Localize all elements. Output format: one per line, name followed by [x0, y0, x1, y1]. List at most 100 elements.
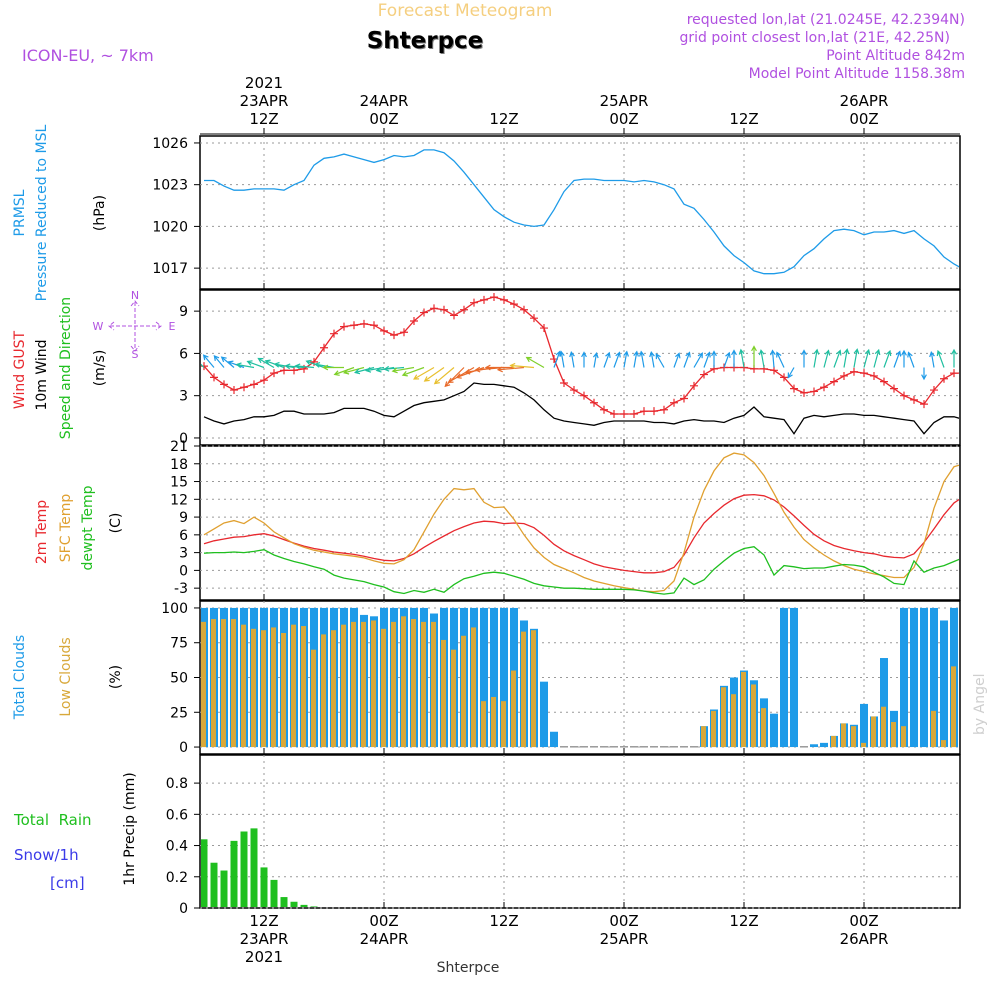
- y-tick-label: 9: [179, 304, 188, 320]
- total-cloud-bar: [940, 620, 948, 748]
- precip-axis-label: 1hr Precip (mm): [122, 772, 138, 885]
- zero-cloud-bar: [620, 746, 628, 748]
- total-cloud-bar: [930, 607, 938, 748]
- gust-marker: [830, 377, 838, 386]
- total-cloud-bar: [910, 607, 918, 748]
- compass-w: W: [93, 320, 104, 333]
- gust-marker: [680, 394, 688, 403]
- low-cloud-bar: [251, 628, 256, 748]
- low-cloud-bar: [711, 710, 716, 748]
- low-cloud-bar: [481, 701, 486, 748]
- wind-arrow: [220, 356, 235, 368]
- rain-bar: [210, 862, 218, 907]
- gust-marker: [290, 366, 298, 375]
- gust-marker: [600, 405, 608, 414]
- wind-arrow: [569, 350, 575, 368]
- gust-marker: [610, 410, 618, 418]
- compass-e: E: [169, 320, 176, 333]
- total-cloud-bar: [480, 607, 488, 748]
- zero-cloud-bar: [560, 746, 568, 748]
- gust-marker: [860, 369, 868, 378]
- point-altitude: Point Altitude 842m: [826, 48, 965, 64]
- wind-10m-label: 10m Wind: [34, 339, 50, 410]
- gust-marker: [840, 371, 848, 380]
- gust-marker: [440, 305, 448, 314]
- gust-marker: [940, 374, 948, 383]
- low-cloud-bar: [301, 626, 306, 748]
- temp-panel-labels: 2m Temp SFC Temp dewpt Temp (C): [34, 485, 124, 570]
- low-cloud-bar: [931, 710, 936, 748]
- zero-cloud-bar: [570, 746, 578, 748]
- bottom-time-label: 00Z: [369, 912, 398, 930]
- wind-arrow: [613, 351, 621, 368]
- wind-arrow: [901, 349, 907, 368]
- total-clouds-label: Total Clouds: [12, 635, 28, 720]
- temp-sfc-label: SFC Temp: [58, 494, 74, 563]
- precipitation-frame: [199, 754, 961, 909]
- bottom-time-label: 12Z: [249, 912, 278, 930]
- bottom-time-label: 12Z: [489, 912, 518, 930]
- y-tick-label: 15: [170, 475, 188, 491]
- wind-arrow: [246, 360, 265, 369]
- zero-cloud-bar: [580, 746, 588, 748]
- top-time-label: 25APR: [600, 92, 649, 110]
- low-cloud-bar: [531, 630, 536, 748]
- gust-marker: [220, 380, 228, 389]
- low-cloud-bar: [851, 726, 856, 748]
- total-cloud-bar: [920, 607, 928, 748]
- gust-marker: [580, 391, 588, 400]
- wind-arrow: [801, 349, 807, 368]
- bottom-time-label: 2021: [245, 948, 283, 966]
- gust-marker: [540, 324, 548, 333]
- y-tick-label: 0: [179, 431, 188, 447]
- wind-arrow: [833, 349, 842, 368]
- wind-arrow: [751, 345, 757, 368]
- y-tick-label: 0.6: [166, 807, 188, 823]
- gust-marker: [420, 308, 428, 317]
- gust-marker: [800, 388, 808, 397]
- zero-cloud-bar: [600, 746, 608, 748]
- gust-marker: [530, 314, 538, 323]
- page-title: Shterpce: [367, 28, 484, 54]
- gust-marker: [500, 295, 508, 304]
- wind-arrow: [633, 350, 639, 368]
- wind-arrow: [873, 348, 881, 368]
- zero-cloud-bar: [610, 746, 618, 748]
- gust-marker: [850, 367, 858, 376]
- y-tick-label: 12: [170, 492, 188, 508]
- gust-marker: [320, 343, 328, 352]
- low-cloud-bar: [841, 723, 846, 748]
- gust-marker: [590, 398, 598, 407]
- rain-bar: [280, 897, 288, 907]
- bottom-time-label: 12Z: [729, 912, 758, 930]
- low-cloud-bar: [241, 624, 246, 748]
- gust-marker: [280, 366, 288, 375]
- gust-marker: [630, 410, 638, 418]
- wind-speed-dir-label: Speed and Direction: [58, 297, 74, 439]
- gust-marker: [880, 377, 888, 386]
- gust-marker: [790, 384, 798, 393]
- total-cloud-bar: [860, 703, 868, 748]
- gust-marker: [230, 386, 238, 395]
- snow-unit-label: [cm]: [50, 874, 85, 892]
- low-cloud-bar: [201, 621, 206, 748]
- gust-marker: [660, 405, 668, 414]
- top-time-label: 12Z: [489, 110, 518, 128]
- top-time-label: 00Z: [369, 110, 398, 128]
- wind-arrow: [843, 348, 850, 368]
- total-cloud-bar: [550, 731, 558, 748]
- y-tick-label: 0.2: [166, 870, 188, 886]
- requested-coords: requested lon,lat (21.0245E, 42.2394N): [687, 12, 965, 28]
- wind-arrow: [823, 349, 831, 368]
- bottom-time-label: 00Z: [849, 912, 878, 930]
- low-cloud-bar: [751, 684, 756, 748]
- wind-unit: (m/s): [92, 350, 108, 387]
- total-cloud-bar: [790, 607, 798, 748]
- gust-marker: [210, 373, 218, 382]
- zero-cloud-bar: [640, 746, 648, 748]
- wind-arrow: [235, 362, 255, 369]
- wind-arrow: [623, 350, 629, 368]
- low-cloud-bar: [351, 621, 356, 748]
- zero-cloud-bar: [660, 746, 668, 748]
